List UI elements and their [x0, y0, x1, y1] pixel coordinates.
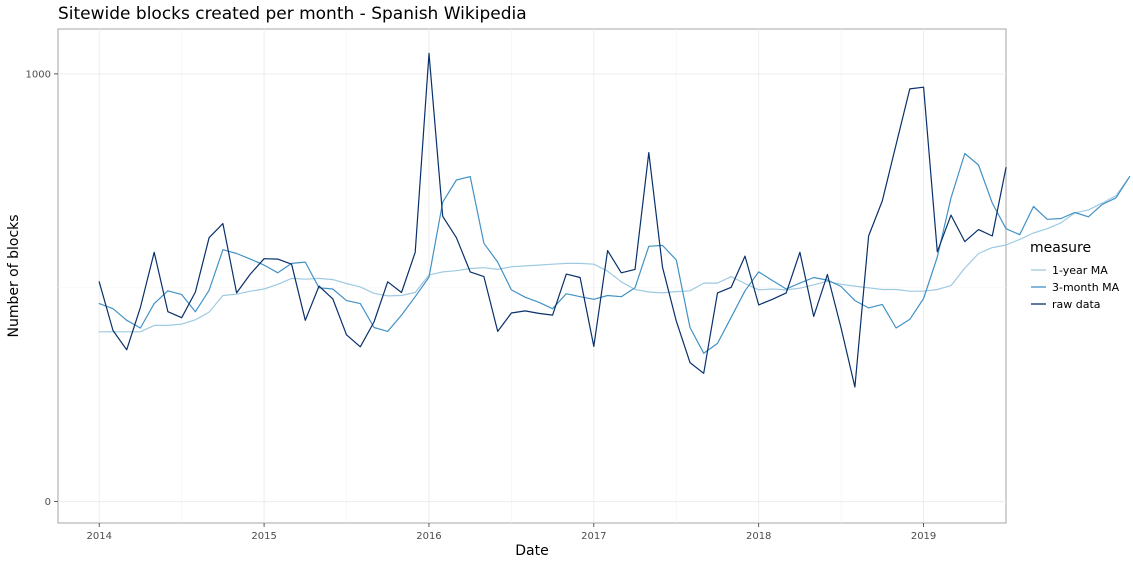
legend-label-1-year-ma: 1-year MA	[1052, 264, 1108, 277]
x-tick-label: 2019	[911, 531, 936, 542]
x-axis-ticks: 2014 2015 2016 2017 2018 2019	[86, 523, 936, 542]
legend: measure 1-year MA 3-month MA raw data	[1030, 240, 1120, 311]
legend-items: 1-year MA 3-month MA raw data	[1031, 264, 1120, 311]
x-tick-label: 2018	[746, 531, 771, 542]
legend-title: measure	[1030, 240, 1091, 256]
x-tick-label: 2016	[416, 531, 441, 542]
x-tick-label: 2015	[251, 531, 276, 542]
series-line-3-month-ma	[98, 152, 1131, 354]
y-tick-label: 0	[45, 497, 51, 508]
x-axis-label: Date	[515, 543, 548, 559]
series-line-raw-data	[98, 52, 1007, 388]
series-lines	[98, 52, 1131, 388]
y-axis-label: Number of blocks	[6, 214, 22, 337]
y-tick-label: 1000	[26, 69, 51, 80]
x-tick-label: 2014	[86, 531, 111, 542]
y-axis-ticks: 0 1000	[26, 69, 58, 508]
chart-title: Sitewide blocks created per month - Span…	[58, 4, 527, 24]
x-tick-label: 2017	[581, 531, 606, 542]
plot-panel	[57, 28, 1131, 524]
legend-label-3-month-ma: 3-month MA	[1052, 281, 1120, 294]
minor-gridlines	[58, 29, 1006, 523]
panel-border	[57, 28, 1007, 524]
legend-label-raw-data: raw data	[1052, 298, 1101, 311]
series-line-1-year-ma	[98, 176, 1131, 333]
